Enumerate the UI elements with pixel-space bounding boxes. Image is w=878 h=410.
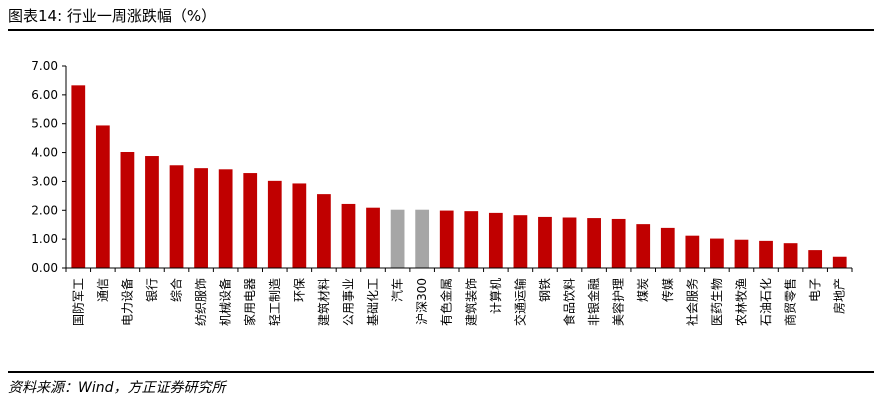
category-label: 房地产 <box>832 278 847 314</box>
category-label: 汽车 <box>390 278 405 302</box>
y-tick-label: 1.00 <box>31 232 58 246</box>
bar <box>292 183 307 268</box>
category-label: 沪深300 <box>415 278 429 325</box>
category-label: 公用事业 <box>341 278 355 326</box>
category-label: 电力设备 <box>120 278 134 326</box>
bar <box>243 173 258 268</box>
bar <box>587 218 601 268</box>
bottom-rule <box>8 371 874 373</box>
category-label: 交通运输 <box>512 278 527 326</box>
category-label: 有色金属 <box>439 278 454 326</box>
bar <box>145 156 159 268</box>
bar <box>710 238 724 268</box>
source-note: 资料来源：Wind，方正证券研究所 <box>8 380 226 396</box>
bar <box>734 239 749 268</box>
y-tick-label: 7.00 <box>31 59 58 73</box>
bar <box>390 209 405 268</box>
category-label: 电子 <box>808 278 822 302</box>
bar <box>120 151 135 268</box>
category-label: 环保 <box>292 278 306 302</box>
y-tick-label: 3.00 <box>31 174 58 188</box>
category-label: 美容护理 <box>611 278 626 326</box>
category-label: 农林牧渔 <box>734 278 748 326</box>
bar <box>194 168 208 268</box>
category-label: 轻工制造 <box>268 278 282 326</box>
category-label: 医药生物 <box>710 278 724 326</box>
x-axis <box>65 267 853 272</box>
bar <box>71 85 86 268</box>
y-tick-label: 2.00 <box>31 203 58 217</box>
y-axis: 0.00 1.00 2.00 3.00 4.00 5.00 6.00 7.00 <box>31 59 67 275</box>
top-rule <box>8 29 874 31</box>
bar <box>562 217 577 268</box>
bar-series <box>71 85 847 269</box>
y-tick-label: 4.00 <box>31 146 58 160</box>
y-tick-label: 5.00 <box>31 117 58 131</box>
bar <box>783 243 798 268</box>
bar <box>218 169 233 268</box>
category-label: 银行 <box>145 278 159 302</box>
bar <box>317 194 331 268</box>
bar <box>538 216 552 268</box>
category-label: 传媒 <box>660 278 675 302</box>
category-label: 建筑材料 <box>316 278 331 326</box>
bar <box>95 125 110 269</box>
category-label: 家用电器 <box>242 278 257 326</box>
category-label: 石油石化 <box>759 278 773 326</box>
bar <box>832 256 847 268</box>
y-tick-label: 6.00 <box>31 88 58 102</box>
bar <box>415 209 430 268</box>
bar <box>341 203 356 268</box>
category-label: 基础化工 <box>366 278 380 326</box>
category-label: 建筑装饰 <box>463 278 478 326</box>
category-label: 机械设备 <box>218 278 233 326</box>
category-label: 国防军工 <box>70 278 85 326</box>
bar <box>439 210 454 268</box>
category-label: 非银金融 <box>586 278 601 326</box>
bar <box>169 165 184 268</box>
category-label: 纺织服饰 <box>194 278 208 326</box>
category-label: 食品饮料 <box>562 278 577 326</box>
chart-title: 图表14: 行业一周涨跌幅（%） <box>8 7 217 25</box>
bar <box>636 224 651 268</box>
category-label: 煤炭 <box>636 278 650 302</box>
category-label: 社会服务 <box>684 278 699 326</box>
category-labels: 国防军工 通信 电力设备 银行 综合 纺织服饰 机械设备 家用电器 轻工制造 环保 建筑材料 公用事业… <box>70 278 846 326</box>
category-label: 综合 <box>169 278 184 302</box>
category-label: 商贸零售 <box>783 278 798 326</box>
category-label: 通信 <box>96 278 110 302</box>
bar <box>366 207 380 268</box>
bar <box>267 180 282 268</box>
bar <box>759 240 773 268</box>
bar <box>685 235 700 268</box>
bar <box>660 227 675 268</box>
category-label: 计算机 <box>488 278 503 314</box>
bar <box>513 215 528 268</box>
category-label: 钢铁 <box>538 278 552 302</box>
bar <box>464 211 479 268</box>
bar <box>488 212 503 268</box>
bar <box>611 218 626 268</box>
y-tick-label: 0.00 <box>31 261 58 275</box>
bar <box>808 250 823 268</box>
bar-chart: 0.001.002.003.004.005.006.007.00 国防军工 通信电… <box>31 59 853 326</box>
